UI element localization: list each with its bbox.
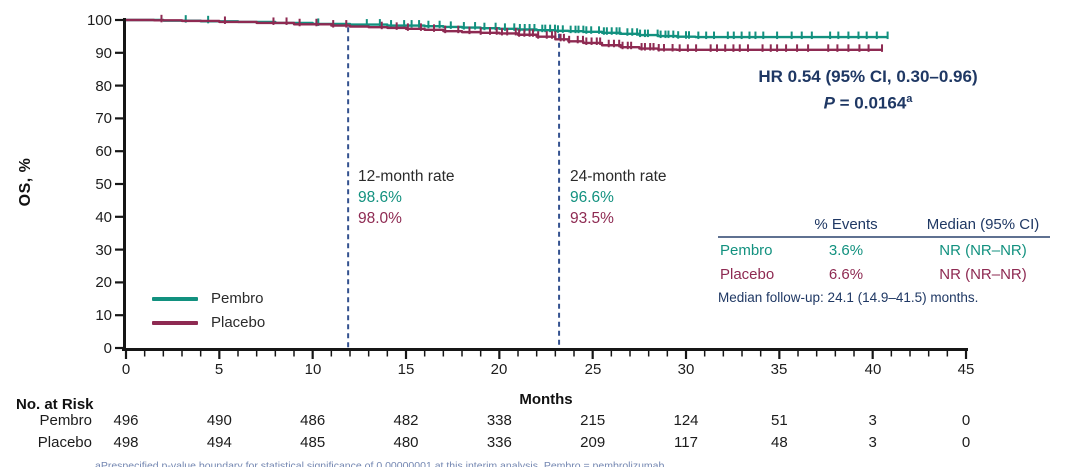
y-tick-label: 70 [95,110,112,127]
pembro-events-value: 3.6% [828,241,864,259]
risk-count: 494 [206,434,232,451]
y-tick-label: 40 [95,209,112,226]
y-tick-label: 50 [95,176,112,193]
summary-table: % Events Median (95% CI) Pembro 3.6% NR … [700,213,1066,305]
rate-24-title: 24-month rate [570,168,667,185]
rate-12-placebo-value: 98.0% [358,210,402,227]
risk-count: 0 [961,412,971,429]
hr-text: HR 0.54 (95% CI, 0.30–0.96) [758,67,978,86]
footnote-clipped: aPrespecified p-value boundary for stati… [95,460,668,467]
x-tick-label: 15 [397,361,415,378]
summary-row-pembro: Pembro 3.6% NR (NR–NR) [700,238,1066,262]
median-followup-note: Median follow-up: 24.1 (14.9–41.5) month… [718,290,979,305]
y-tick-label: 100 [86,12,112,29]
events-column-header: % Events [814,216,878,233]
risk-count: 215 [580,412,606,429]
hazard-ratio-annotation: HR 0.54 (95% CI, 0.30–0.96) P = 0.0164a [703,66,1033,115]
x-tick-label: 30 [677,361,695,378]
summary-table-rule [718,236,1050,238]
rate-12-pembro-value: 98.6% [358,189,402,206]
risk-count: 117 [674,434,698,451]
rate-12-title: 12-month rate [358,168,455,185]
x-axis-title: Months [519,391,573,408]
y-tick-label: 80 [95,78,112,95]
x-tick-label: 45 [957,361,975,378]
risk-count: 3 [868,412,877,429]
risk-count: 124 [673,412,699,429]
risk-count: 338 [486,412,512,429]
risk-count: 0 [961,434,971,451]
pembro-row-label: Pembro [720,241,773,259]
x-tick-label: 20 [490,361,508,378]
risk-count: 209 [580,434,606,451]
x-tick-label: 10 [304,361,322,378]
rate-annotation-24mo: 24-month rate 96.6% 93.5% [570,166,667,229]
rate-24-pembro-value: 96.6% [570,189,614,206]
y-tick-label: 0 [103,340,112,357]
summary-table-header: % Events Median (95% CI) [700,213,1066,236]
x-tick-label: 35 [770,361,788,378]
legend-item-placebo: Placebo [152,314,265,331]
summary-row-placebo: Placebo 6.6% NR (NR–NR) [700,262,1066,286]
rate-annotation-12mo: 12-month rate 98.6% 98.0% [358,166,455,229]
risk-count: 496 [113,412,139,429]
risk-count: 480 [393,434,419,451]
y-axis-title: OS, % [17,157,34,207]
median-column-header: Median (95% CI) [926,216,1040,233]
risk-count: 3 [868,434,877,451]
placebo-row-label: Placebo [720,265,775,283]
x-tick-label: 5 [214,361,224,378]
risk-table-title: No. at Risk [16,396,94,413]
pembro-median-value: NR (NR–NR) [939,241,1027,259]
placebo-legend-line [152,320,198,325]
pembro-legend-line [152,296,198,301]
risk-count: 485 [300,434,326,451]
y-tick-label: 90 [95,45,112,62]
risk-row-label-placebo: Placebo [37,434,92,451]
x-tick-label: 25 [584,361,602,378]
risk-count: 336 [486,434,512,451]
placebo-median-value: NR (NR–NR) [939,265,1027,283]
risk-count: 48 [771,434,788,451]
legend-label-placebo: Placebo [211,314,266,331]
y-tick-label: 30 [95,242,112,259]
risk-count: 486 [300,412,326,429]
risk-count: 51 [771,412,788,429]
x-tick-label: 40 [864,361,882,378]
risk-count: 490 [206,412,232,429]
legend-label-pembro: Pembro [211,290,264,307]
legend-item-pembro: Pembro [152,290,264,307]
x-tick-label: 0 [121,361,131,378]
risk-row-label-pembro: Pembro [39,412,92,429]
y-tick-label: 10 [95,307,112,324]
p-value-text: P = 0.0164a [823,93,913,113]
risk-count: 498 [113,434,139,451]
y-tick-label: 20 [95,274,112,291]
y-tick-label: 60 [95,143,112,160]
placebo-events-value: 6.6% [828,265,864,283]
rate-24-placebo-value: 93.5% [570,210,614,227]
risk-count: 482 [393,412,419,429]
